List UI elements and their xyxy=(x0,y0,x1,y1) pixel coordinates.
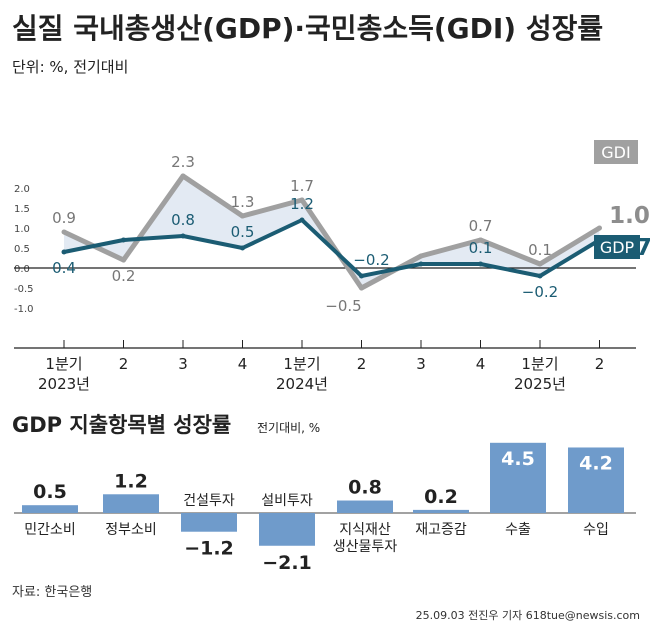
bar-category-label: 지식재산 xyxy=(339,522,391,538)
gdp-value-label: 0.8 xyxy=(171,211,195,229)
gdp-point xyxy=(61,249,67,255)
y-tick-label: -1.0 xyxy=(14,304,34,315)
bar-chart-subtitle: 전기대비, % xyxy=(257,421,320,435)
bar-category-label: 건설투자 xyxy=(183,493,235,509)
bar-value-label: −1.2 xyxy=(184,538,234,560)
legend-gdp-label: GDP xyxy=(600,238,635,257)
gdi-point xyxy=(240,213,245,219)
gdp-value-label: 1.2 xyxy=(290,195,314,213)
line-chart: 2.0 1.5 1.0 0.5 0.0 -0.5 -1.0 1분기 2 3 4 1분기 2 3 4 1분기 2 2… xyxy=(14,140,650,393)
gdp-value-label: 0.4 xyxy=(52,259,76,277)
bar xyxy=(181,513,237,532)
x-tick-label: 2 xyxy=(595,355,605,373)
bar xyxy=(22,505,78,513)
gdp-value-label: −0.2 xyxy=(522,283,558,301)
gdi-point xyxy=(180,173,186,179)
bar xyxy=(490,442,546,513)
credit-label: 25.09.03 전진우 기자 618tue@newsis.com xyxy=(416,609,640,622)
x-tick-label: 2 xyxy=(357,355,367,373)
gdi-value-label: 0.1 xyxy=(528,241,552,259)
bar-category-label: 수입 xyxy=(583,522,609,538)
bar-chart: GDP 지출항목별 성장률 전기대비, % 0.5 민간소비 1.2 정부소비 −1.2… xyxy=(12,413,636,574)
bar-chart-title: GDP 지출항목별 성장률 xyxy=(12,413,231,437)
bar xyxy=(413,509,469,513)
gdi-value-label: 1.0 xyxy=(609,203,650,229)
bar-value-label: 0.2 xyxy=(424,486,458,508)
page-title: 실질 국내총생산(GDP)·국민총소득(GDI) 성장률 xyxy=(12,12,603,45)
gdi-point xyxy=(61,229,67,235)
y-tick-label: 1.5 xyxy=(14,204,30,215)
legend-gdi-label: GDI xyxy=(601,143,630,162)
gdi-value-label: −0.5 xyxy=(325,297,361,315)
gdi-value-label: 1.3 xyxy=(231,193,255,211)
x-tick-label: 4 xyxy=(476,355,486,373)
x-tick-label: 1분기 xyxy=(283,355,320,373)
source-label: 자료: 한국은행 xyxy=(12,584,92,600)
gdi-point xyxy=(359,285,364,291)
y-tick-label: 0.0 xyxy=(14,264,30,275)
gdi-point xyxy=(418,253,424,259)
gdi-value-label: 1.7 xyxy=(290,177,314,195)
gdi-point xyxy=(478,237,483,243)
bar-category-label: 수출 xyxy=(505,522,531,538)
x-tick-label: 3 xyxy=(178,355,188,373)
legend-gdp-swatch xyxy=(594,235,640,259)
gdp-point xyxy=(359,273,364,279)
bar-category-label: 생산물투자 xyxy=(333,539,398,555)
gdp-value-label: 0.5 xyxy=(231,223,255,241)
x-tick-label: 1분기 xyxy=(521,355,558,373)
bar xyxy=(259,513,315,546)
gdp-point xyxy=(121,237,126,243)
gdp-point xyxy=(180,233,186,239)
unit-label: 단위: %, 전기대비 xyxy=(12,58,128,76)
bar-value-label: 4.5 xyxy=(501,448,535,470)
bar-value-label: 1.2 xyxy=(114,470,148,492)
gdp-value-label: −0.2 xyxy=(353,251,389,269)
year-label: 2024년 xyxy=(276,375,328,393)
bar xyxy=(103,494,159,513)
bar xyxy=(568,447,624,513)
gdi-point xyxy=(121,257,126,263)
gdi-value-label: 0.9 xyxy=(52,209,76,227)
y-tick-label: 1.0 xyxy=(14,224,30,235)
bar xyxy=(337,500,393,513)
bar-category-label: 정부소비 xyxy=(105,522,157,538)
gdp-value-label: 0.1 xyxy=(469,239,493,257)
bar-value-label: 0.5 xyxy=(33,481,67,503)
bar-value-label: 4.2 xyxy=(579,452,613,474)
x-tick-label: 4 xyxy=(238,355,248,373)
year-label: 2023년 xyxy=(38,375,90,393)
gdp-line xyxy=(63,218,601,278)
gap-fill-area xyxy=(64,176,600,288)
gdi-point xyxy=(537,261,543,267)
gdi-line xyxy=(62,173,601,291)
y-tick-label: 2.0 xyxy=(14,184,30,195)
x-tick-label: 1분기 xyxy=(45,355,82,373)
gdi-point xyxy=(299,197,305,203)
x-tick-label: 3 xyxy=(416,355,426,373)
legend-gdi-swatch xyxy=(594,140,638,164)
bar-category-label: 민간소비 xyxy=(24,522,76,538)
gdi-point xyxy=(597,225,602,231)
bar-category-label: 설비투자 xyxy=(261,493,313,509)
bar-value-label: 0.8 xyxy=(348,477,382,499)
bar-category-label: 재고증감 xyxy=(415,522,467,538)
year-label: 2025년 xyxy=(514,375,566,393)
gdi-value-label: 0.7 xyxy=(469,217,493,235)
y-tick-label: 0.5 xyxy=(14,244,30,255)
x-tick-label: 2 xyxy=(119,355,129,373)
y-tick-label: -0.5 xyxy=(14,284,34,295)
gdi-value-label: 2.3 xyxy=(171,153,195,171)
gdp-point xyxy=(299,217,305,223)
gdp-point xyxy=(418,261,424,267)
gdp-point xyxy=(240,245,245,251)
gdp-point xyxy=(537,273,543,279)
gdp-point xyxy=(478,261,483,267)
gdi-value-label: 0.2 xyxy=(112,267,136,285)
bar-value-label: −2.1 xyxy=(262,552,312,574)
